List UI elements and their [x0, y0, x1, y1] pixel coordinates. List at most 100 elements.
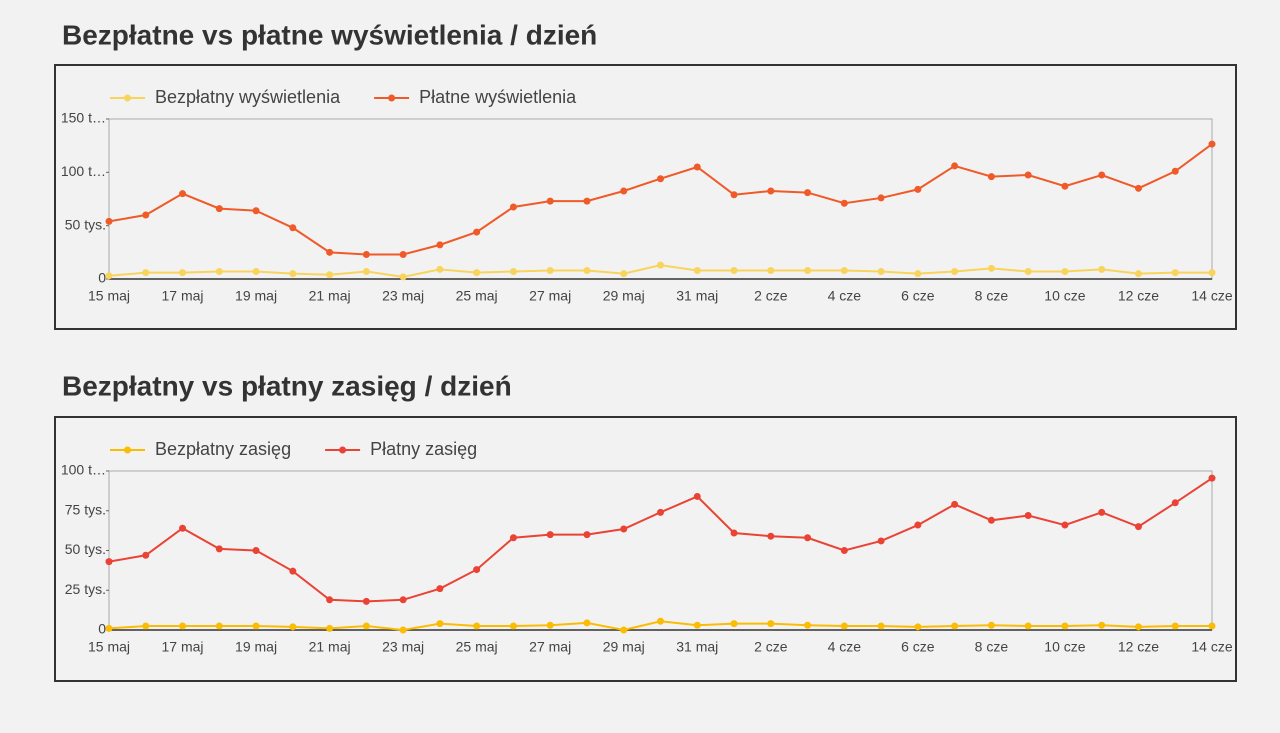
data-point: [1208, 269, 1216, 277]
data-point: [289, 567, 297, 575]
data-point: [877, 194, 885, 202]
data-point: [951, 622, 959, 630]
data-point: [546, 197, 554, 205]
data-point: [1171, 269, 1179, 277]
data-point: [436, 585, 444, 593]
data-point: [473, 228, 481, 236]
data-point: [362, 622, 370, 630]
legend-label: Płatne wyświetlenia: [419, 87, 577, 107]
data-point: [840, 547, 848, 554]
data-point: [1171, 622, 1179, 630]
y-tick-label: 0: [98, 270, 106, 286]
data-point: [951, 500, 959, 508]
y-tick-label: 100 t…: [61, 163, 106, 179]
data-point: [877, 268, 885, 276]
data-point: [1024, 622, 1032, 630]
data-point: [987, 621, 995, 629]
chart-panel: [54, 64, 1237, 330]
data-point: [804, 189, 812, 197]
data-point: [767, 187, 775, 195]
data-point: [289, 623, 297, 631]
data-point: [399, 626, 407, 634]
data-point: [877, 622, 885, 630]
legend-label: Bezpłatny zasięg: [155, 439, 291, 459]
x-tick-label: 10 cze: [1044, 288, 1085, 304]
data-point: [951, 268, 959, 276]
data-point: [399, 250, 407, 258]
data-point: [730, 266, 738, 274]
data-point: [142, 211, 150, 219]
data-point: [620, 626, 628, 634]
x-tick-label: 15 maj: [88, 639, 130, 655]
data-point: [804, 621, 812, 629]
plot-frame: [108, 118, 1213, 280]
data-point: [1134, 184, 1142, 192]
data-point: [987, 173, 995, 181]
data-point: [142, 269, 150, 277]
data-point: [215, 205, 223, 213]
data-point: [693, 621, 701, 629]
data-point: [1134, 270, 1142, 278]
y-tick-label: 100 t…: [61, 462, 106, 478]
data-point: [179, 622, 187, 630]
x-tick-label: 17 maj: [162, 639, 204, 655]
data-point: [767, 532, 775, 540]
data-point: [362, 268, 370, 276]
x-tick-label: 14 cze: [1191, 639, 1232, 655]
data-point: [1061, 182, 1069, 190]
data-point: [436, 241, 444, 249]
data-point: [914, 623, 922, 631]
data-point: [620, 187, 628, 195]
data-point: [620, 525, 628, 533]
x-tick-label: 29 maj: [603, 639, 645, 655]
plot-frame: [108, 470, 1213, 631]
legend-marker: [388, 94, 396, 102]
data-point: [1208, 140, 1216, 148]
data-point: [693, 163, 701, 171]
x-tick-label: 17 maj: [162, 288, 204, 304]
x-tick-label: 8 cze: [975, 288, 1009, 304]
data-point: [987, 516, 995, 524]
x-tick-label: 10 cze: [1044, 639, 1085, 655]
data-point: [1171, 167, 1179, 175]
data-point: [1098, 508, 1106, 516]
data-point: [252, 268, 260, 276]
data-point: [1098, 265, 1106, 273]
data-point: [473, 269, 481, 277]
x-tick-label: 6 cze: [901, 288, 935, 304]
data-point: [289, 224, 297, 232]
data-point: [657, 175, 664, 183]
data-point: [399, 596, 407, 604]
x-tick-label: 21 maj: [309, 288, 351, 304]
data-point: [804, 534, 812, 542]
legend-label: Płatny zasięg: [370, 439, 477, 459]
data-point: [1061, 268, 1069, 276]
data-point: [583, 197, 591, 205]
data-point: [436, 620, 444, 628]
series-line: [108, 477, 1213, 603]
legend-marker: [124, 446, 131, 454]
x-tick-label: 27 maj: [529, 639, 571, 655]
data-point: [105, 272, 113, 280]
data-point: [1024, 268, 1032, 276]
x-tick-label: 15 maj: [88, 288, 130, 304]
y-tick-label: 25 tys.: [65, 581, 106, 597]
data-point: [657, 508, 664, 516]
data-point: [730, 620, 738, 628]
data-point: [1098, 171, 1106, 179]
data-point: [1024, 512, 1032, 520]
data-point: [987, 264, 995, 272]
y-tick-label: 0: [98, 621, 106, 637]
chart-title: Bezpłatny vs płatny zasięg / dzień: [62, 370, 512, 401]
data-point: [105, 217, 113, 225]
x-tick-label: 21 maj: [309, 639, 351, 655]
data-point: [509, 268, 517, 276]
data-point: [252, 547, 260, 554]
x-tick-label: 6 cze: [901, 639, 935, 655]
data-point: [215, 268, 223, 276]
data-point: [1134, 523, 1142, 531]
x-tick-label: 4 cze: [828, 639, 862, 655]
data-point: [179, 269, 187, 277]
data-point: [657, 617, 664, 625]
x-tick-label: 19 maj: [235, 639, 277, 655]
